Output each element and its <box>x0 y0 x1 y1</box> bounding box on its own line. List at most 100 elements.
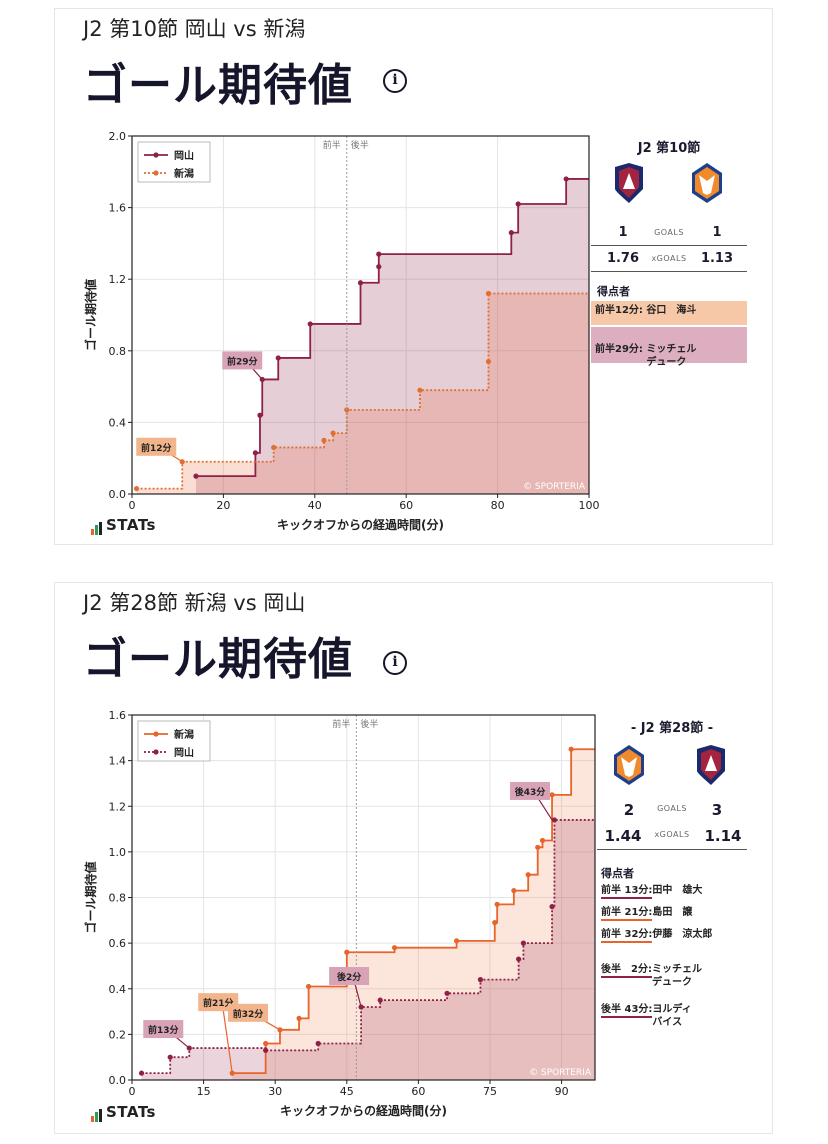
data-point <box>477 977 484 983</box>
x-tick-label: 80 <box>491 499 505 512</box>
annotation-box <box>510 781 551 800</box>
x-tick-label: 15 <box>197 1085 211 1098</box>
annotation-label: 後2分 <box>337 971 361 983</box>
home-xg: 1.76 <box>606 251 640 266</box>
scorer-item: 後半 43分:ヨルディ バイス <box>601 1004 692 1028</box>
annotation-label: 前32分 <box>233 1008 264 1020</box>
data-point <box>296 1015 302 1022</box>
legend-marker <box>153 749 159 755</box>
scorer-item: 前半 32分:伊藤 涼太郎 <box>597 925 747 946</box>
y-tick-label: 2.0 <box>109 130 127 143</box>
xg-heading: ゴール期待値 <box>83 634 353 685</box>
legend-box <box>137 720 211 762</box>
legend-label: 岡山 <box>174 746 194 759</box>
data-point <box>321 437 327 443</box>
x-axis-label: キックオフからの経過時間(分) <box>277 517 444 532</box>
xg-card-2: J2 第28節 新潟 vs 岡山 ゴール期待値 i 前半 後半 0 15 30 45 60 7… <box>54 582 773 1134</box>
data-point <box>515 201 521 207</box>
y-tick-label: 1.2 <box>109 273 127 286</box>
data-point <box>485 290 492 297</box>
match-title: J2 第28節 新潟 vs 岡山 <box>83 591 306 615</box>
scorer-item: 前半 21分:島田 譲 <box>597 903 747 924</box>
watermark: © SPORTERIA <box>523 482 586 492</box>
xg-label: xGOALS <box>651 254 687 263</box>
x-tick-label: 100 <box>579 499 600 512</box>
goals-label: GOALS <box>657 804 687 813</box>
stats-logo: STATs <box>91 516 156 535</box>
data-point <box>357 280 364 286</box>
xg-chart: 前半 後半 0 20 40 60 80 100 0.0 0.4 0.8 1.2 1.6 2.0 キックオフか… <box>83 130 600 532</box>
annotation-label: 前21分 <box>203 997 234 1009</box>
data-point <box>376 251 382 257</box>
data-point <box>535 844 541 850</box>
data-point <box>193 473 199 479</box>
xg-card-1: J2 第10節 岡山 vs 新潟 ゴール期待値 i 前半 後半 0 20 40 60 80 1… <box>54 8 773 545</box>
annotation-label: 後43分 <box>515 786 546 798</box>
round-label: J2 第10節 <box>637 141 701 156</box>
x-tick-label: 20 <box>216 499 230 512</box>
plot-frame <box>131 135 590 495</box>
info-icon[interactable]: i <box>383 651 407 675</box>
data-point <box>549 792 555 798</box>
halftime-label: 後半 <box>351 139 369 151</box>
goals-row: 1 GOALS 1 <box>591 225 747 246</box>
match-title: J2 第10節 岡山 vs 新潟 <box>83 17 306 41</box>
data-point <box>271 444 277 451</box>
legend-marker <box>153 152 159 158</box>
data-point <box>549 904 555 910</box>
y-tick-label: 0.6 <box>109 937 127 950</box>
y-tick-label: 1.4 <box>109 755 127 768</box>
annotation-box <box>136 437 177 456</box>
data-point <box>485 358 492 365</box>
x-tick-label: 90 <box>555 1085 569 1098</box>
data-point <box>494 901 500 907</box>
goals-row: 2 GOALS 3 <box>597 801 747 821</box>
okayama-crest <box>615 163 643 203</box>
info-icon[interactable]: i <box>383 69 407 93</box>
home-xg: 1.44 <box>604 827 642 845</box>
x-tick-label: 0 <box>129 1085 136 1098</box>
halftime-label: 後半 <box>360 718 378 730</box>
data-point <box>508 230 514 236</box>
niigata-crest <box>614 745 644 785</box>
x-tick-label: 40 <box>308 499 322 512</box>
bar-chart-icon <box>91 517 103 535</box>
y-axis-label: ゴール期待値 <box>83 279 98 351</box>
scorer-item: 前半 13分:田中 雄大 <box>597 881 747 902</box>
away-xg: 1.13 <box>700 251 734 266</box>
legend-label: 新潟 <box>174 728 194 741</box>
y-tick-label: 1.0 <box>109 846 127 859</box>
okayama-crest <box>697 745 725 785</box>
data-point <box>444 990 450 996</box>
data-point <box>257 412 263 418</box>
data-point <box>306 983 312 990</box>
data-point <box>315 1040 321 1047</box>
away-goals: 3 <box>711 801 723 819</box>
match-summary: - J2 第28節 - 2 GOALS 3 1.44 xGOALS 1.14 得… <box>597 713 747 1033</box>
data-point <box>511 888 517 894</box>
scorer-item: 後半 2分:ミッチェル デューク <box>601 964 702 988</box>
legend-label: 岡山 <box>174 149 194 162</box>
y-tick-label: 0.8 <box>109 345 127 358</box>
data-point <box>417 387 423 393</box>
data-point <box>551 817 558 823</box>
series-line <box>195 178 589 477</box>
annotation-label: 前29分 <box>227 355 258 367</box>
data-point <box>539 837 546 844</box>
home-goals: 2 <box>623 801 635 819</box>
annotation-leader <box>221 1003 233 1074</box>
y-tick-label: 0.0 <box>109 488 127 501</box>
annotation-box <box>143 1020 184 1039</box>
annotation-label: 前12分 <box>141 442 172 454</box>
data-point <box>330 430 336 436</box>
away-goals: 1 <box>712 225 722 240</box>
y-tick-label: 0.4 <box>109 416 127 429</box>
annotation-box <box>227 1003 268 1022</box>
series-area <box>195 178 590 494</box>
xg-chart: 前半 後半 0 15 30 45 60 75 90 0.0 0.2 0.4 0.6 0.8 1.0 1.2 1.… <box>83 709 596 1118</box>
series-area <box>232 749 595 1080</box>
series-area <box>141 819 595 1080</box>
data-point <box>376 264 382 270</box>
home-goals: 1 <box>618 225 628 240</box>
y-tick-label: 1.6 <box>109 202 127 215</box>
